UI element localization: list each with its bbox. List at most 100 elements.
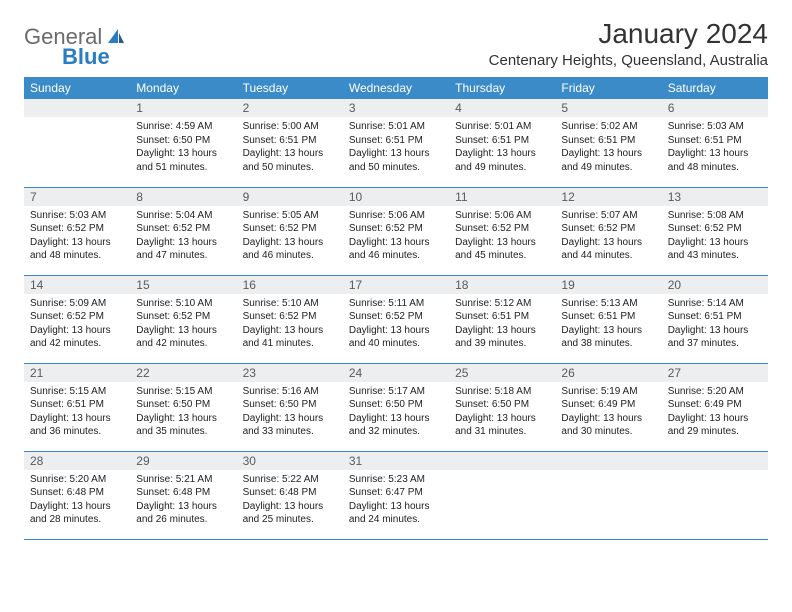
sunrise-line: Sunrise: 5:03 AM — [30, 209, 124, 223]
day-cell: 1Sunrise: 4:59 AMSunset: 6:50 PMDaylight… — [130, 99, 236, 187]
day-cell: 6Sunrise: 5:03 AMSunset: 6:51 PMDaylight… — [662, 99, 768, 187]
day-body: Sunrise: 5:15 AMSunset: 6:50 PMDaylight:… — [130, 382, 236, 445]
daylight-line: Daylight: 13 hours and 42 minutes. — [136, 324, 230, 351]
day-cell: 29Sunrise: 5:21 AMSunset: 6:48 PMDayligh… — [130, 451, 236, 539]
day-cell: 11Sunrise: 5:06 AMSunset: 6:52 PMDayligh… — [449, 187, 555, 275]
sunrise-line: Sunrise: 5:05 AM — [243, 209, 337, 223]
day-body: Sunrise: 5:22 AMSunset: 6:48 PMDaylight:… — [237, 470, 343, 533]
day-number: 19 — [555, 276, 661, 294]
sunset-line: Sunset: 6:52 PM — [349, 310, 443, 324]
day-cell — [449, 451, 555, 539]
sunset-line: Sunset: 6:52 PM — [30, 222, 124, 236]
daylight-line: Daylight: 13 hours and 25 minutes. — [243, 500, 337, 527]
day-body: Sunrise: 5:13 AMSunset: 6:51 PMDaylight:… — [555, 294, 661, 357]
daylight-line: Daylight: 13 hours and 50 minutes. — [243, 147, 337, 174]
sunrise-line: Sunrise: 5:12 AM — [455, 297, 549, 311]
week-row: 14Sunrise: 5:09 AMSunset: 6:52 PMDayligh… — [24, 275, 768, 363]
sunset-line: Sunset: 6:51 PM — [561, 310, 655, 324]
daylight-line: Daylight: 13 hours and 45 minutes. — [455, 236, 549, 263]
daylight-line: Daylight: 13 hours and 29 minutes. — [668, 412, 762, 439]
sunset-line: Sunset: 6:52 PM — [136, 310, 230, 324]
daylight-line: Daylight: 13 hours and 44 minutes. — [561, 236, 655, 263]
day-body: Sunrise: 5:01 AMSunset: 6:51 PMDaylight:… — [343, 117, 449, 180]
daylight-line: Daylight: 13 hours and 50 minutes. — [349, 147, 443, 174]
sunrise-line: Sunrise: 5:22 AM — [243, 473, 337, 487]
day-body: Sunrise: 5:17 AMSunset: 6:50 PMDaylight:… — [343, 382, 449, 445]
week-row: 1Sunrise: 4:59 AMSunset: 6:50 PMDaylight… — [24, 99, 768, 187]
day-number: 18 — [449, 276, 555, 294]
day-header: Monday — [130, 77, 236, 99]
day-cell: 8Sunrise: 5:04 AMSunset: 6:52 PMDaylight… — [130, 187, 236, 275]
day-cell: 18Sunrise: 5:12 AMSunset: 6:51 PMDayligh… — [449, 275, 555, 363]
sunset-line: Sunset: 6:51 PM — [455, 310, 549, 324]
sunset-line: Sunset: 6:50 PM — [349, 398, 443, 412]
daylight-line: Daylight: 13 hours and 42 minutes. — [30, 324, 124, 351]
day-cell: 17Sunrise: 5:11 AMSunset: 6:52 PMDayligh… — [343, 275, 449, 363]
day-number: 15 — [130, 276, 236, 294]
day-number: 14 — [24, 276, 130, 294]
week-row: 28Sunrise: 5:20 AMSunset: 6:48 PMDayligh… — [24, 451, 768, 539]
logo-blue-row: Blue — [28, 44, 110, 70]
day-body: Sunrise: 5:11 AMSunset: 6:52 PMDaylight:… — [343, 294, 449, 357]
day-cell: 5Sunrise: 5:02 AMSunset: 6:51 PMDaylight… — [555, 99, 661, 187]
daylight-line: Daylight: 13 hours and 38 minutes. — [561, 324, 655, 351]
day-body: Sunrise: 5:01 AMSunset: 6:51 PMDaylight:… — [449, 117, 555, 180]
day-body: Sunrise: 5:03 AMSunset: 6:52 PMDaylight:… — [24, 206, 130, 269]
calendar-body: 1Sunrise: 4:59 AMSunset: 6:50 PMDaylight… — [24, 99, 768, 539]
daylight-line: Daylight: 13 hours and 43 minutes. — [668, 236, 762, 263]
sunset-line: Sunset: 6:50 PM — [136, 398, 230, 412]
sunset-line: Sunset: 6:51 PM — [668, 134, 762, 148]
sunset-line: Sunset: 6:52 PM — [561, 222, 655, 236]
day-body: Sunrise: 5:00 AMSunset: 6:51 PMDaylight:… — [237, 117, 343, 180]
day-cell: 12Sunrise: 5:07 AMSunset: 6:52 PMDayligh… — [555, 187, 661, 275]
day-cell: 14Sunrise: 5:09 AMSunset: 6:52 PMDayligh… — [24, 275, 130, 363]
day-body: Sunrise: 5:08 AMSunset: 6:52 PMDaylight:… — [662, 206, 768, 269]
day-cell: 16Sunrise: 5:10 AMSunset: 6:52 PMDayligh… — [237, 275, 343, 363]
day-number: 23 — [237, 364, 343, 382]
day-cell: 25Sunrise: 5:18 AMSunset: 6:50 PMDayligh… — [449, 363, 555, 451]
daylight-line: Daylight: 13 hours and 24 minutes. — [349, 500, 443, 527]
daylight-line: Daylight: 13 hours and 51 minutes. — [136, 147, 230, 174]
sunrise-line: Sunrise: 5:18 AM — [455, 385, 549, 399]
day-number: 30 — [237, 452, 343, 470]
day-cell: 27Sunrise: 5:20 AMSunset: 6:49 PMDayligh… — [662, 363, 768, 451]
day-cell: 20Sunrise: 5:14 AMSunset: 6:51 PMDayligh… — [662, 275, 768, 363]
sunset-line: Sunset: 6:50 PM — [136, 134, 230, 148]
daylight-line: Daylight: 13 hours and 36 minutes. — [30, 412, 124, 439]
sunset-line: Sunset: 6:52 PM — [668, 222, 762, 236]
sunset-line: Sunset: 6:51 PM — [668, 310, 762, 324]
day-cell: 22Sunrise: 5:15 AMSunset: 6:50 PMDayligh… — [130, 363, 236, 451]
day-body: Sunrise: 5:09 AMSunset: 6:52 PMDaylight:… — [24, 294, 130, 357]
logo-text-blue: Blue — [62, 44, 110, 69]
day-body: Sunrise: 5:23 AMSunset: 6:47 PMDaylight:… — [343, 470, 449, 533]
sunset-line: Sunset: 6:50 PM — [455, 398, 549, 412]
sunrise-line: Sunrise: 5:15 AM — [136, 385, 230, 399]
sunrise-line: Sunrise: 5:13 AM — [561, 297, 655, 311]
day-cell: 9Sunrise: 5:05 AMSunset: 6:52 PMDaylight… — [237, 187, 343, 275]
sunrise-line: Sunrise: 4:59 AM — [136, 120, 230, 134]
day-number: 2 — [237, 99, 343, 117]
sunset-line: Sunset: 6:49 PM — [668, 398, 762, 412]
day-number — [449, 452, 555, 470]
title-block: January 2024 Centenary Heights, Queensla… — [489, 18, 768, 69]
day-body: Sunrise: 5:06 AMSunset: 6:52 PMDaylight:… — [343, 206, 449, 269]
day-cell: 15 Sunrise: 5:10 AMSunset: 6:52 PMDayligh… — [130, 275, 236, 363]
sunset-line: Sunset: 6:52 PM — [243, 222, 337, 236]
sunrise-line: Sunrise: 5:10 AM — [136, 297, 230, 311]
day-number: 22 — [130, 364, 236, 382]
day-body: Sunrise: 5:18 AMSunset: 6:50 PMDaylight:… — [449, 382, 555, 445]
sunrise-line: Sunrise: 5:06 AM — [455, 209, 549, 223]
day-cell: 2Sunrise: 5:00 AMSunset: 6:51 PMDaylight… — [237, 99, 343, 187]
sunrise-line: Sunrise: 5:06 AM — [349, 209, 443, 223]
sunrise-line: Sunrise: 5:08 AM — [668, 209, 762, 223]
day-number: 20 — [662, 276, 768, 294]
sunrise-line: Sunrise: 5:04 AM — [136, 209, 230, 223]
sunset-line: Sunset: 6:51 PM — [561, 134, 655, 148]
location-text: Centenary Heights, Queensland, Australia — [489, 52, 768, 69]
day-cell: 10Sunrise: 5:06 AMSunset: 6:52 PMDayligh… — [343, 187, 449, 275]
day-number: 9 — [237, 188, 343, 206]
daylight-line: Daylight: 13 hours and 40 minutes. — [349, 324, 443, 351]
day-cell: 19Sunrise: 5:13 AMSunset: 6:51 PMDayligh… — [555, 275, 661, 363]
sunset-line: Sunset: 6:51 PM — [30, 398, 124, 412]
sunrise-line: Sunrise: 5:10 AM — [243, 297, 337, 311]
